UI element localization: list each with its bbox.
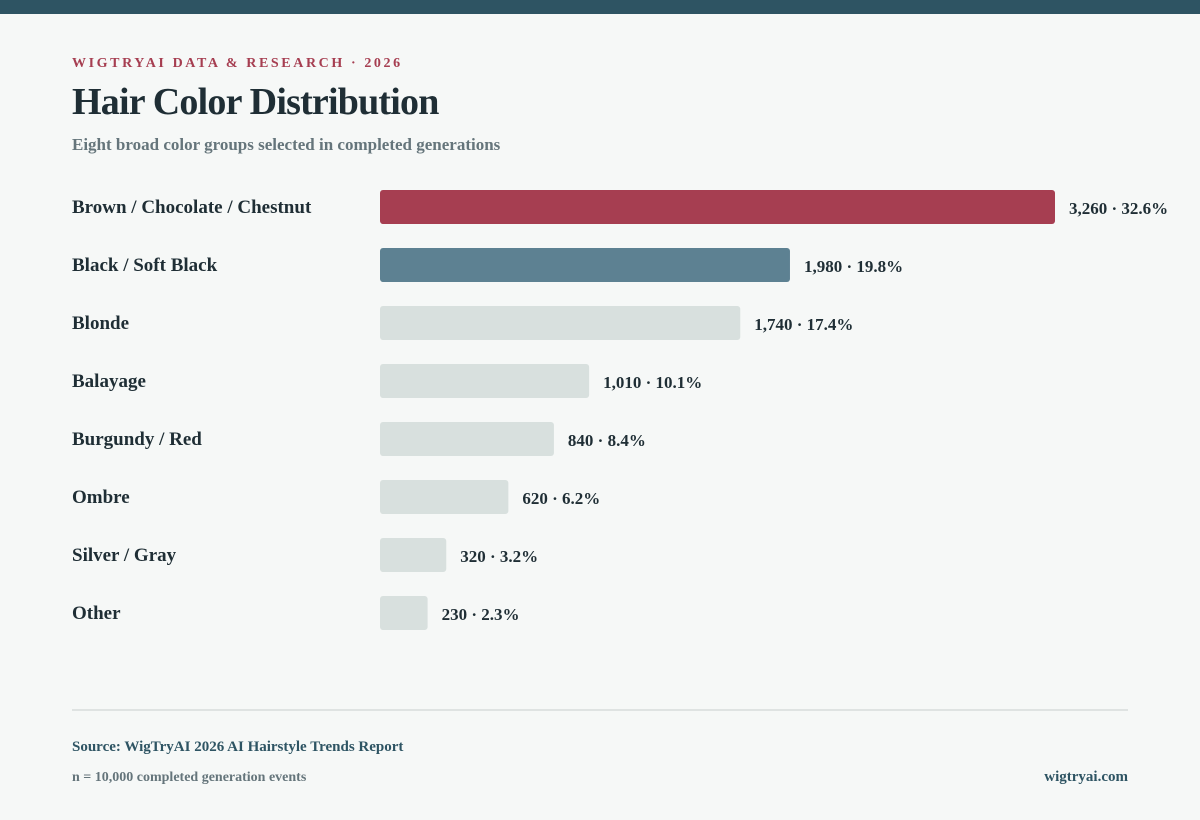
value-label: 1,980 · 19.8%	[804, 257, 903, 276]
category-label: Silver / Gray	[72, 545, 177, 566]
source-note: Source: WigTryAI 2026 AI Hairstyle Trend…	[72, 739, 404, 755]
value-label: 840 · 8.4%	[568, 431, 646, 450]
bar	[380, 422, 554, 456]
site-link[interactable]: wigtryai.com	[1044, 769, 1128, 785]
category-label: Balayage	[72, 371, 146, 392]
bar	[380, 248, 790, 282]
bar-chart: Brown / Chocolate / Chestnut 3,260 · 32.6…	[72, 190, 1168, 630]
category-label: Burgundy / Red	[72, 429, 202, 450]
value-label: 1,740 · 17.4%	[754, 315, 853, 334]
bar	[380, 596, 428, 630]
bar	[380, 480, 509, 514]
bar	[380, 364, 590, 398]
eyebrow-label: WIGTRYAI DATA & RESEARCH · 2026	[72, 56, 403, 71]
top-accent-bar	[0, 0, 1200, 14]
chart-title: Hair Color Distribution	[72, 81, 439, 123]
bar	[380, 538, 447, 572]
category-label: Brown / Chocolate / Chestnut	[72, 197, 312, 218]
value-label: 1,010 · 10.1%	[603, 373, 702, 392]
chart-subtitle: Eight broad color groups selected in com…	[72, 135, 501, 154]
bar	[380, 190, 1055, 224]
value-label: 230 · 2.3%	[442, 605, 520, 624]
category-label: Other	[72, 603, 121, 624]
bar	[380, 306, 741, 340]
sample-size-note: n = 10,000 completed generation events	[72, 770, 307, 785]
category-label: Blonde	[72, 313, 129, 334]
category-label: Ombre	[72, 487, 130, 508]
value-label: 3,260 · 32.6%	[1069, 199, 1168, 218]
value-label: 620 · 6.2%	[522, 489, 600, 508]
value-label: 320 · 3.2%	[460, 547, 538, 566]
footer-divider	[72, 709, 1128, 711]
category-label: Black / Soft Black	[72, 255, 218, 276]
